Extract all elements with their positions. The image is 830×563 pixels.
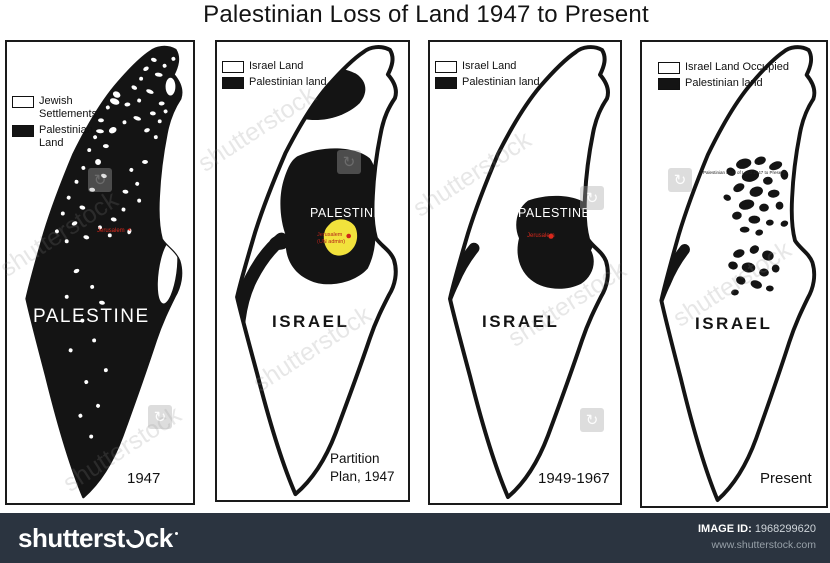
map-1947 [25,45,183,499]
panel-caption: Present [760,470,812,487]
legend-item-israel-land: Israel Land [435,60,540,73]
map-1949-1967 [448,45,611,500]
panel-caption: 1949-1967 [538,470,610,487]
legend-label: Palestinian Land [39,124,93,149]
legend-item-jewish-settlements: Jewish Settlements [12,95,104,121]
legend: Israel Land Palestinian land [435,60,540,92]
jerusalem-label: Jerusalem [527,233,555,239]
israel-label: ISRAEL [482,312,560,331]
legend-item-palestinian-land: Palestinian land [435,76,540,89]
map-partition-plan [235,45,398,497]
website-url: www.shutterstock.com [711,539,816,551]
legend-item-israel-land-occupied: Israel Land Occupied [658,61,789,74]
footer-bar: shutterst ck IMAGE ID: 1968299620 www.shu… [0,513,830,563]
trademark-dot-icon [174,532,178,535]
legend-label: Palestinian land [462,76,540,88]
white-swatch [222,61,244,73]
israel-label: ISRAEL [695,314,773,333]
legend: Jewish Settlements Palestinian Land [12,95,104,153]
legend-label: Israel Land [249,60,304,72]
map-panel-present: Israel Land Occupied Palestinian land Pa… [640,40,828,508]
panel-caption: 1947 [127,470,161,487]
image-id-label: IMAGE ID: [697,523,752,535]
palestine-label: PALESTINE [518,206,591,220]
jerusalem-marker-icon: ◄ [126,227,132,233]
black-swatch [658,78,680,90]
legend-label: Palestinian land [685,77,763,89]
panel-caption: Partition Plan, 1947 [330,451,395,484]
map-panel-1947: Jewish Settlements Palestinian Land Jeru… [5,40,195,505]
legend-label: Jewish Settlements [39,95,98,120]
palestine-label: PALESTINE [33,306,150,327]
jerusalem-un-zone [323,219,358,256]
white-swatch [658,62,680,74]
jerusalem-dot [346,233,352,239]
black-swatch [435,77,457,89]
map-panel-partition-plan: Israel Land Palestinian land PALESTINE J… [215,40,410,502]
map-present [659,45,817,503]
shutter-o-icon [122,526,148,552]
image-id-block: IMAGE ID: 1968299620 www.shutterstock.co… [698,523,816,551]
israel-label: ISRAEL [272,312,350,331]
white-swatch [435,61,457,73]
jerusalem-dot [548,233,554,239]
legend: Israel Land Occupied Palestinian land [658,61,789,93]
legend-item-palestinian-land: Palestinian Land [12,124,104,150]
legend-label: Palestinian land [249,76,327,88]
image-id-value: 1968299620 [754,523,816,535]
page-title: Palestinian Loss of Land 1947 to Present [203,1,649,28]
legend-item-israel-land: Israel Land [222,60,327,73]
tiny-overlay-text: Palestinian Loss of Land 1947 to Present [703,170,786,175]
jerusalem-label: Jerusalem ◄ [97,227,132,234]
shutterstock-logo: shutterst ck [18,523,178,554]
palestine-label: PALESTINE [310,206,383,220]
white-swatch [12,96,34,108]
map-panel-1949-1967: Israel Land Palestinian land PALESTINE J… [428,40,622,505]
legend-label: Israel Land [462,60,517,72]
legend-item-palestinian-land: Palestinian land [658,77,789,90]
black-swatch [222,77,244,89]
legend-item-palestinian-land: Palestinian land [222,76,327,89]
jerusalem-label: Jerusalem (UN admin) [317,232,346,245]
black-swatch [12,125,34,137]
legend: Israel Land Palestinian land [222,60,327,92]
legend-label: Israel Land Occupied [685,61,789,73]
